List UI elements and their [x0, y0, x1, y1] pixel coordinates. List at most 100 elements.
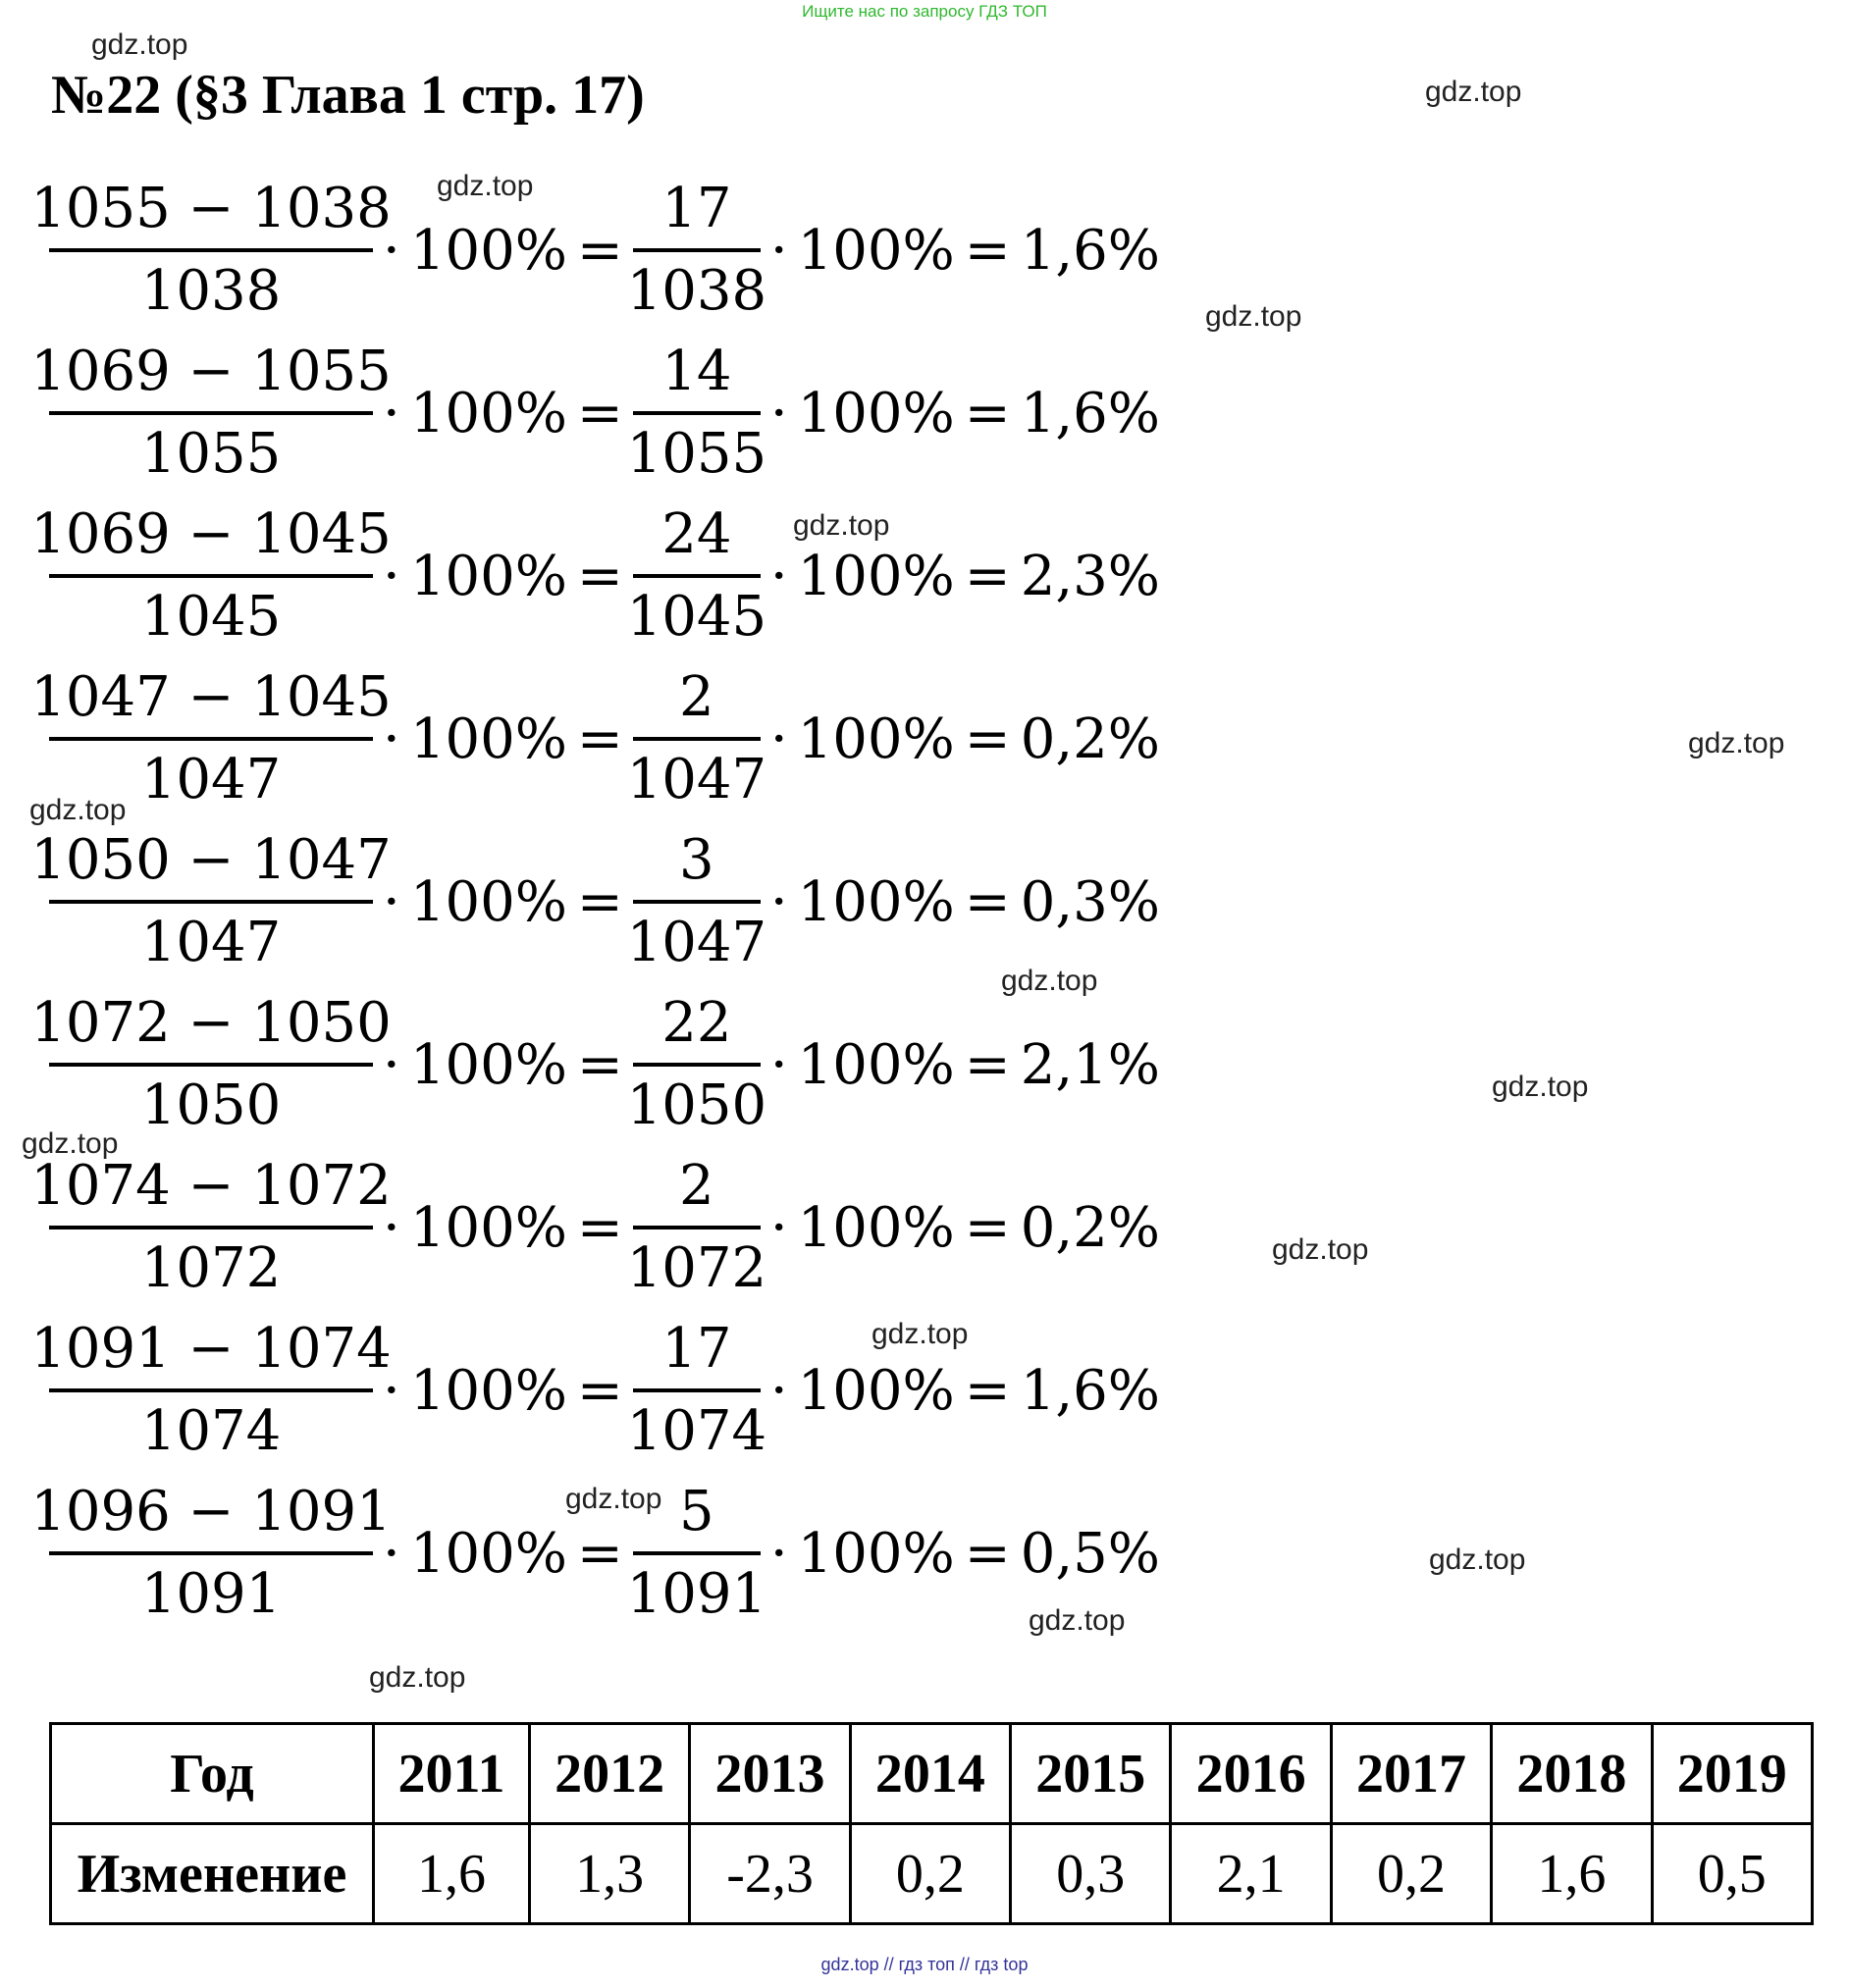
simplified-fraction: 14 1055	[627, 333, 767, 494]
numerator: 24	[661, 502, 732, 566]
hundred-percent: 100%	[797, 1521, 955, 1586]
result-value: 0,2%	[1020, 706, 1160, 771]
denominator: 1045	[140, 585, 282, 649]
simplified-fraction: 2 1047	[627, 658, 767, 819]
equation-row: 1069 − 1055 1055 · 100% = 14 1055 · 100% = 1,6…	[30, 340, 1227, 486]
year-label: Год	[49, 1722, 375, 1825]
hundred-percent: 100%	[409, 1032, 567, 1097]
numerator: 14	[661, 340, 732, 403]
times-sign: ·	[383, 1032, 400, 1097]
watermark: gdz.top	[1688, 727, 1785, 759]
times-sign: ·	[769, 1195, 788, 1260]
numerator: 5	[679, 1480, 714, 1543]
times-sign: ·	[769, 381, 788, 445]
denominator: 1050	[140, 1073, 282, 1137]
equals-sign: =	[964, 706, 1011, 771]
simplified-fraction: 24 1045	[627, 496, 767, 656]
difference-fraction: 1047 − 1045 1047	[30, 658, 392, 819]
denominator: 1038	[140, 259, 282, 323]
equals-sign: =	[964, 381, 1011, 445]
result-value: 2,3%	[1020, 544, 1160, 608]
hundred-percent: 100%	[797, 706, 955, 771]
simplified-fraction: 3 1047	[627, 821, 767, 982]
change-cell: 1,6	[372, 1822, 531, 1925]
equation-row: 1074 − 1072 1072 · 100% = 2 1072 · 100% = 0,2%	[30, 1154, 1227, 1300]
equation-row: 1047 − 1045 1047 · 100% = 2 1047 · 100% = 0,2%	[30, 665, 1227, 811]
watermark: gdz.top	[22, 1127, 119, 1160]
result-value: 0,3%	[1020, 869, 1160, 934]
watermark: gdz.top	[1205, 300, 1302, 333]
watermark: gdz.top	[29, 794, 127, 826]
year-cell: 2015	[1009, 1722, 1173, 1825]
equals-sign: =	[964, 869, 1011, 934]
equals-sign: =	[964, 1521, 1011, 1586]
hundred-percent: 100%	[797, 218, 955, 283]
year-cell: 2016	[1169, 1722, 1333, 1825]
numerator: 2	[679, 665, 714, 729]
numerator: 1091 − 1074	[30, 1317, 392, 1381]
watermark: gdz.top	[437, 170, 534, 202]
footer-text: gdz.top // гдз топ // гдз top	[820, 1955, 1029, 1974]
result-value: 1,6%	[1020, 1358, 1160, 1423]
hundred-percent: 100%	[409, 706, 567, 771]
denominator: 1055	[140, 422, 282, 486]
difference-fraction: 1055 − 1038 1038	[30, 170, 392, 331]
watermark: gdz.top	[1029, 1604, 1126, 1637]
result-value: 0,5%	[1020, 1521, 1160, 1586]
simplified-fraction: 17 1074	[627, 1310, 767, 1471]
change-cell: 0,5	[1650, 1822, 1815, 1925]
year-cell: 2013	[688, 1722, 852, 1825]
hundred-percent: 100%	[797, 869, 955, 934]
equals-sign: =	[964, 1358, 1011, 1423]
times-sign: ·	[769, 218, 788, 283]
watermark: gdz.top	[1001, 965, 1098, 997]
table-row: Год 2011 2012 2013 2014 2015 2016 2017 2…	[49, 1722, 1815, 1825]
times-sign: ·	[769, 544, 788, 608]
times-sign: ·	[769, 869, 788, 934]
year-cell: 2017	[1329, 1722, 1494, 1825]
numerator: 1096 − 1091	[30, 1480, 392, 1543]
difference-fraction: 1050 − 1047 1047	[30, 821, 392, 982]
hundred-percent: 100%	[797, 381, 955, 445]
times-sign: ·	[383, 1195, 400, 1260]
change-cell: 0,3	[1009, 1822, 1173, 1925]
hundred-percent: 100%	[409, 1358, 567, 1423]
result-value: 0,2%	[1020, 1195, 1160, 1260]
equation-row: 1069 − 1045 1045 · 100% = 24 1045 · 100% = 2,3…	[30, 502, 1227, 649]
hundred-percent: 100%	[409, 218, 567, 283]
result-value: 1,6%	[1020, 381, 1160, 445]
times-sign: ·	[383, 218, 400, 283]
simplified-fraction: 5 1091	[627, 1473, 767, 1634]
equals-sign: =	[576, 1195, 623, 1260]
watermark: gdz.top	[1272, 1233, 1369, 1266]
numerator: 17	[661, 1317, 732, 1381]
equation-row: 1091 − 1074 1074 · 100% = 17 1074 · 100% = 1,6…	[30, 1317, 1227, 1463]
change-cell: 1,3	[527, 1822, 692, 1925]
difference-fraction: 1074 − 1072 1072	[30, 1147, 392, 1308]
times-sign: ·	[383, 706, 400, 771]
simplified-fraction: 22 1050	[627, 984, 767, 1145]
equals-sign: =	[576, 544, 623, 608]
times-sign: ·	[383, 381, 400, 445]
times-sign: ·	[383, 1358, 400, 1423]
watermark: gdz.top	[565, 1483, 662, 1515]
change-cell: 0,2	[1329, 1822, 1494, 1925]
denominator: 1047	[626, 748, 767, 811]
equals-sign: =	[964, 1195, 1011, 1260]
equals-sign: =	[576, 1521, 623, 1586]
change-cell: 0,2	[848, 1822, 1013, 1925]
equation-row: 1096 − 1091 1091 · 100% = 5 1091 · 100% = 0,5%	[30, 1480, 1227, 1626]
denominator: 1055	[626, 422, 767, 486]
change-cell: 2,1	[1169, 1822, 1333, 1925]
numerator: 2	[679, 1154, 714, 1218]
equals-sign: =	[576, 381, 623, 445]
change-cell: 1,6	[1490, 1822, 1654, 1925]
equals-sign: =	[964, 218, 1011, 283]
year-cell: 2011	[372, 1722, 531, 1825]
numerator: 1069 − 1055	[30, 340, 392, 403]
equals-sign: =	[964, 544, 1011, 608]
equation-row: 1050 − 1047 1047 · 100% = 3 1047 · 100% = 0,3%	[30, 828, 1227, 974]
hundred-percent: 100%	[797, 1358, 955, 1423]
denominator: 1074	[626, 1399, 767, 1463]
numerator: 1069 − 1045	[30, 502, 392, 566]
